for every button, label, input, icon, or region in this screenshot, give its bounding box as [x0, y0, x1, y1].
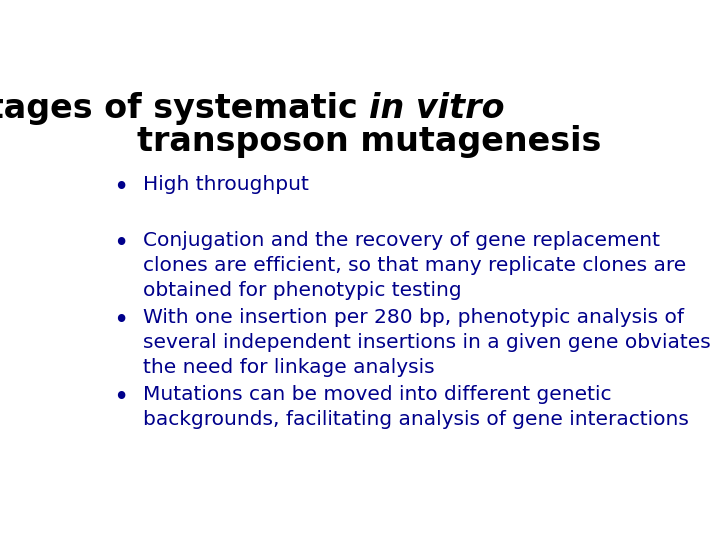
Text: •: • — [113, 231, 128, 257]
Text: transposon mutagenesis: transposon mutagenesis — [137, 125, 601, 158]
Text: With one insertion per 280 bp, phenotypic analysis of
several independent insert: With one insertion per 280 bp, phenotypi… — [143, 308, 711, 377]
Text: •: • — [113, 385, 128, 411]
Text: High throughput: High throughput — [143, 175, 309, 194]
Text: Mutations can be moved into different genetic
backgrounds, facilitating analysis: Mutations can be moved into different ge… — [143, 385, 689, 429]
Text: •: • — [113, 175, 128, 201]
Text: Advantages of systematic: Advantages of systematic — [0, 92, 369, 125]
Text: •: • — [113, 308, 128, 334]
Text: Conjugation and the recovery of gene replacement
clones are efficient, so that m: Conjugation and the recovery of gene rep… — [143, 231, 686, 300]
Text: in vitro: in vitro — [369, 92, 505, 125]
